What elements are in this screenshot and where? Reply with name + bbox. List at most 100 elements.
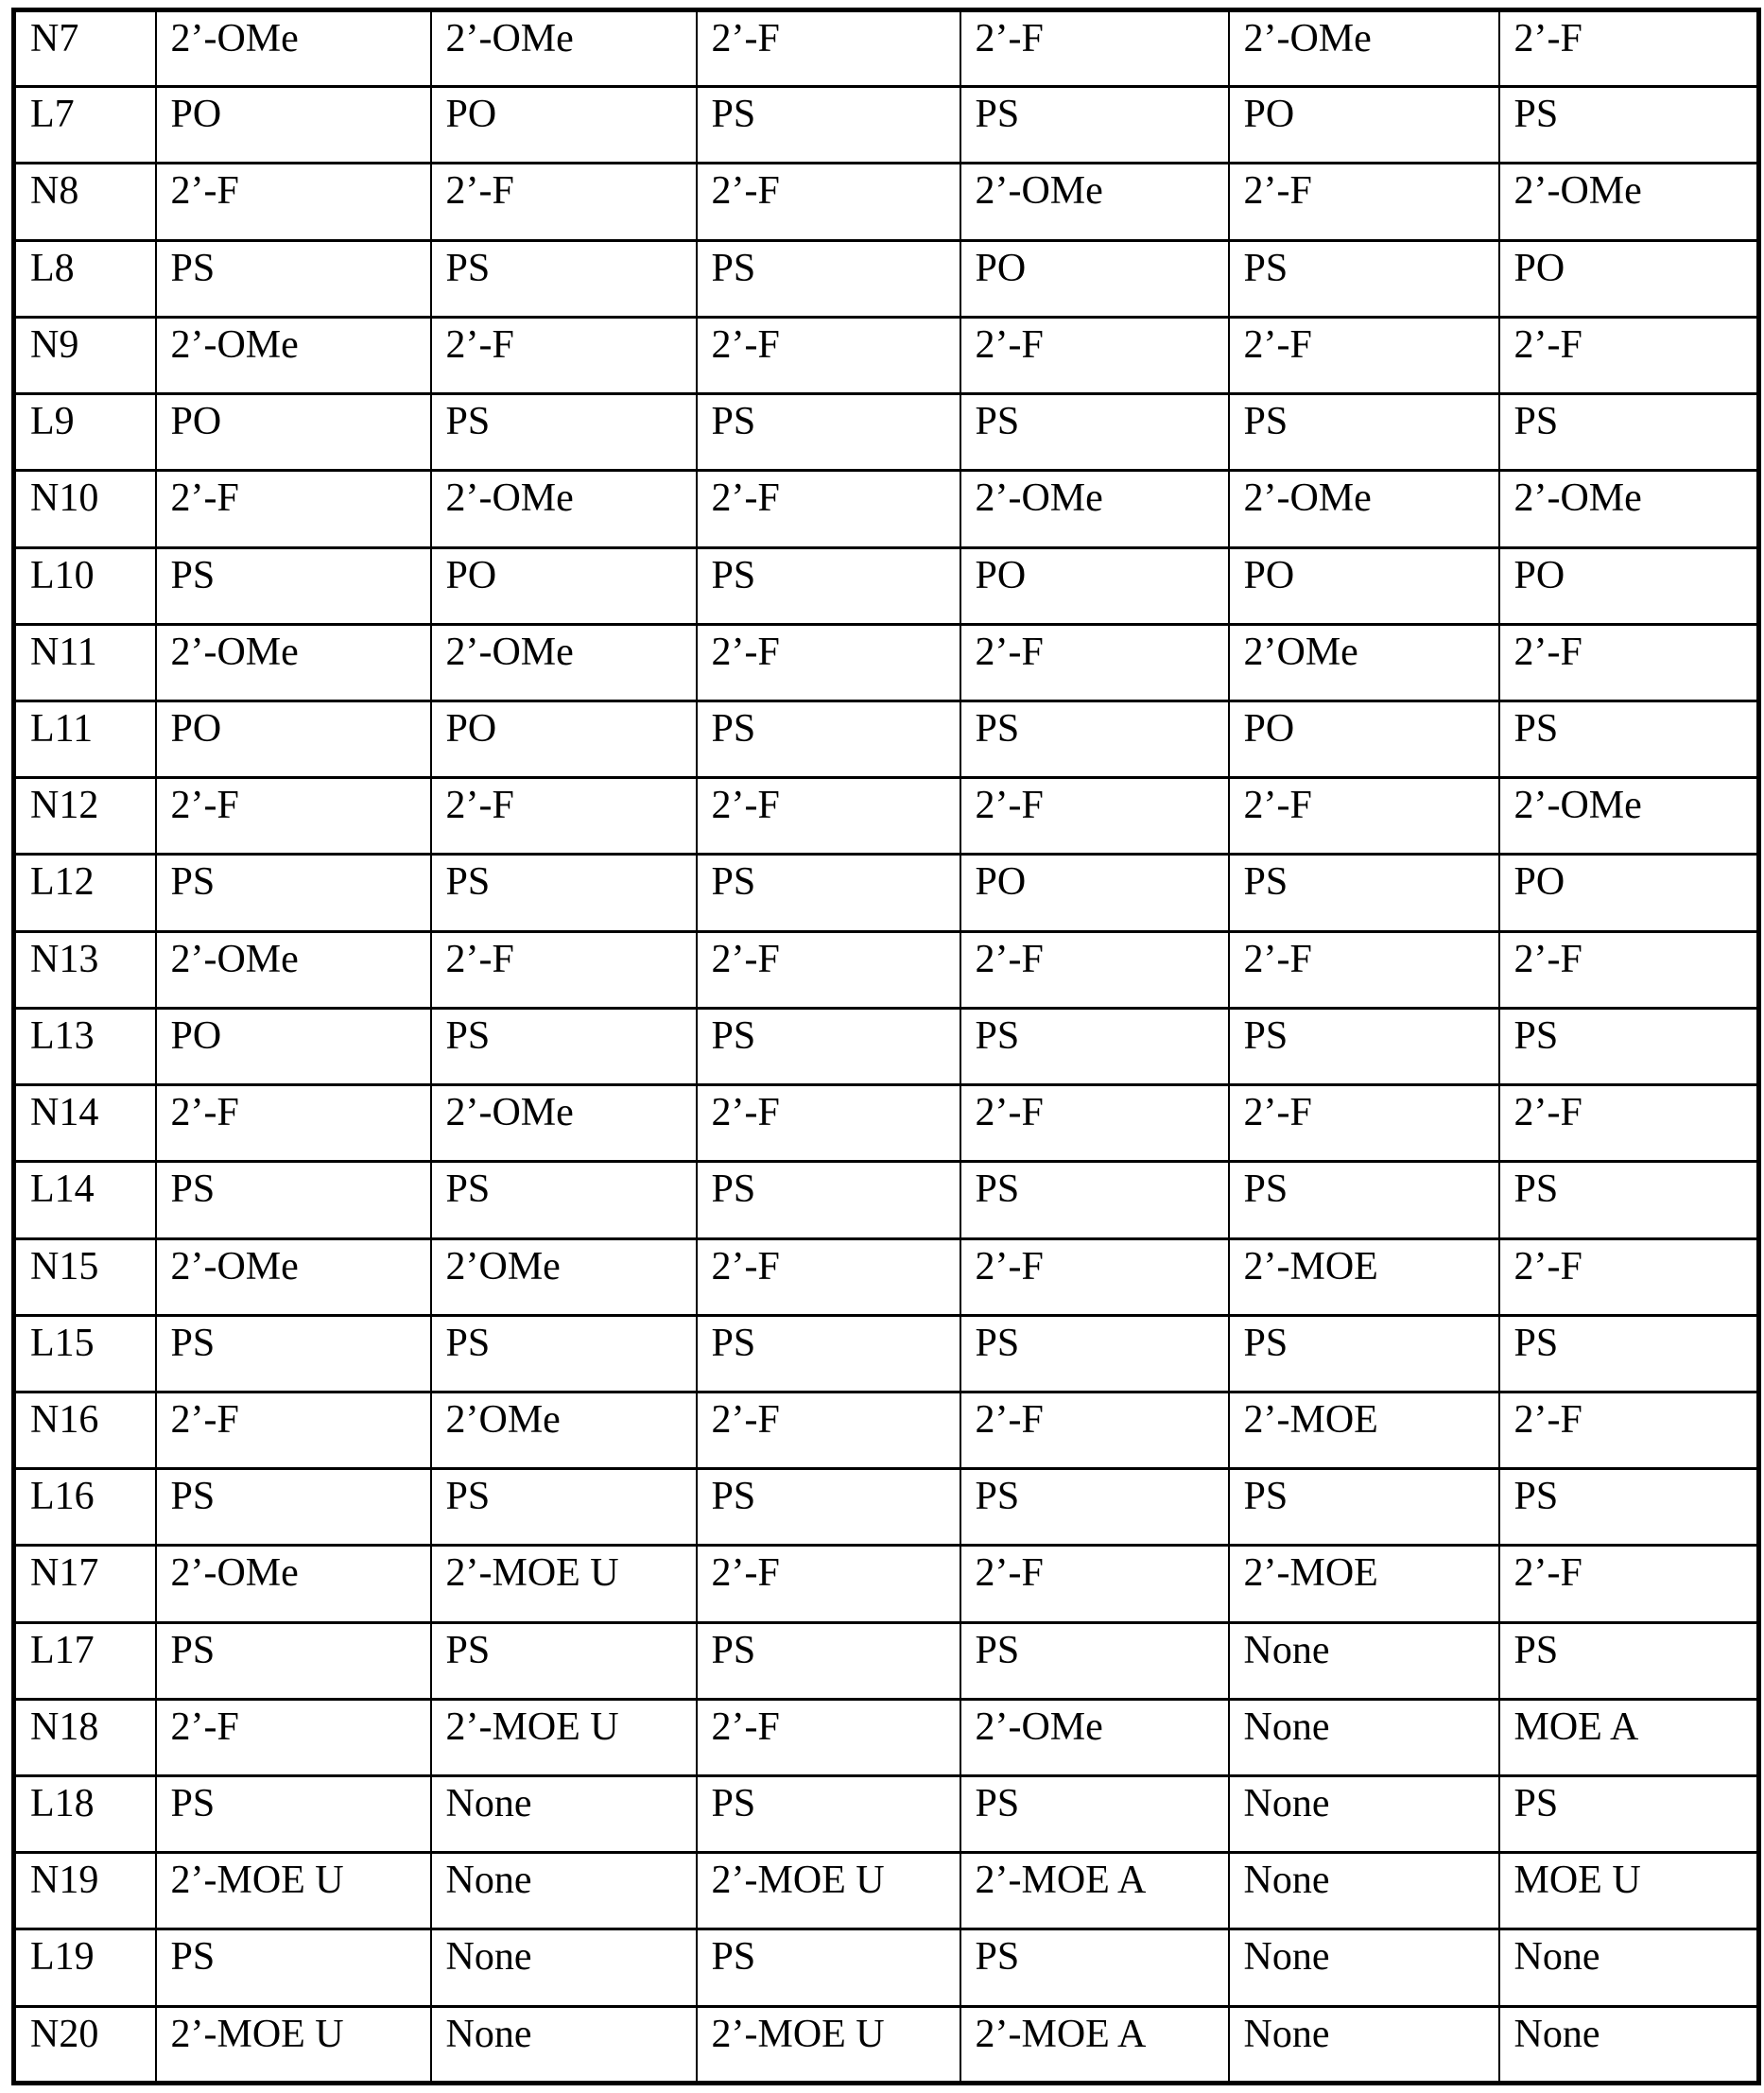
table-cell: 2’-F: [1227, 162, 1500, 242]
table-cell: PO: [959, 545, 1230, 626]
table-cell: PS: [154, 1928, 432, 2008]
table-cell: 2’-MOE A: [959, 1851, 1230, 1931]
table-cell: 2’-OMe: [959, 162, 1230, 242]
table-cell: 2’-OMe: [1497, 776, 1760, 856]
table-cell: PS: [959, 392, 1230, 473]
table-cell: PS: [429, 1160, 698, 1240]
table-cell: 2’-F: [154, 1083, 432, 1164]
row-label-cell: N11: [12, 622, 157, 702]
table-cell: 2’-OMe: [154, 1237, 432, 1317]
table-cell: PS: [959, 1467, 1230, 1548]
table-cell: PS: [695, 1928, 961, 2008]
table-cell: MOE U: [1497, 1851, 1760, 1931]
table-row: N20 2’-MOE U None 2’-MOE U 2’-MOE A None None: [12, 2004, 1760, 2085]
table-cell: 2’-F: [1497, 315, 1760, 396]
table-cell: 2’-OMe: [429, 1083, 698, 1164]
table-cell: PS: [959, 1006, 1230, 1087]
table-cell: 2’-F: [695, 1083, 961, 1164]
table-cell: 2’-F: [959, 315, 1230, 396]
table-row: N15 2’-OMe 2’OMe 2’-F 2’-F 2’-MOE 2’-F: [12, 1237, 1760, 1317]
table-cell: 2’-F: [959, 929, 1230, 1010]
table-cell: 2’-F: [959, 1544, 1230, 1624]
table-cell: None: [1227, 1928, 1500, 2008]
table-cell: PS: [959, 1928, 1230, 2008]
table-cell: 2’-F: [429, 776, 698, 856]
table-cell: 2’-F: [695, 622, 961, 702]
row-label-cell: N12: [12, 776, 157, 856]
table-cell: PS: [959, 1160, 1230, 1240]
table-cell: PS: [695, 1620, 961, 1701]
table-cell: 2’-OMe: [154, 8, 432, 89]
table-cell: PS: [695, 699, 961, 780]
table-cell: PS: [429, 1313, 698, 1393]
table-cell: 2’-F: [695, 1390, 961, 1471]
table-row: L12 PS PS PS PO PS PO: [12, 853, 1760, 933]
row-label-cell: L15: [12, 1313, 157, 1393]
modification-table: N7 2’-OMe 2’-OMe 2’-F 2’-F 2’-OMe 2’-F L7 PO PO PS…: [11, 8, 1761, 2085]
table-cell: 2’-OMe: [154, 929, 432, 1010]
row-label-cell: N8: [12, 162, 157, 242]
table-cell: 2’-F: [695, 929, 961, 1010]
table-cell: 2’-OMe: [1227, 469, 1500, 549]
table-row: L9 PO PS PS PS PS PS: [12, 392, 1760, 473]
table-cell: 2’-F: [695, 776, 961, 856]
table-row: L16 PS PS PS PS PS PS: [12, 1467, 1760, 1548]
table-cell: PO: [429, 545, 698, 626]
table-cell: PS: [1227, 1160, 1500, 1240]
table-cell: 2’-F: [154, 1697, 432, 1778]
table-cell: PO: [1227, 699, 1500, 780]
table-cell: PS: [154, 238, 432, 319]
row-label-cell: N7: [12, 8, 157, 89]
table-cell: 2’-MOE U: [429, 1697, 698, 1778]
table-cell: PO: [959, 853, 1230, 933]
table-cell: PS: [1497, 699, 1760, 780]
table-row: N8 2’-F 2’-F 2’-F 2’-OMe 2’-F 2’-OMe: [12, 162, 1760, 242]
table-cell: 2’-MOE: [1227, 1237, 1500, 1317]
row-label-cell: L14: [12, 1160, 157, 1240]
table-cell: 2’-OMe: [154, 1544, 432, 1624]
row-label-cell: N10: [12, 469, 157, 549]
table-cell: PO: [429, 85, 698, 165]
table-cell: PS: [959, 1620, 1230, 1701]
table-cell: PS: [695, 1006, 961, 1087]
table-cell: 2’-F: [1497, 1544, 1760, 1624]
table-cell: PO: [154, 1006, 432, 1087]
table-cell: PS: [429, 1006, 698, 1087]
table-cell: 2’-F: [695, 1544, 961, 1624]
row-label-cell: L7: [12, 85, 157, 165]
table-cell: None: [429, 2004, 698, 2085]
table-cell: PO: [959, 238, 1230, 319]
row-label-cell: L9: [12, 392, 157, 473]
table-row: N18 2’-F 2’-MOE U 2’-F 2’-OMe None MOE A: [12, 1697, 1760, 1778]
table-cell: PS: [154, 1160, 432, 1240]
row-label-cell: N13: [12, 929, 157, 1010]
table-cell: 2’-OMe: [1497, 469, 1760, 549]
table-cell: PS: [695, 853, 961, 933]
table-cell: PS: [429, 1620, 698, 1701]
table-cell: 2’OMe: [1227, 622, 1500, 702]
table-cell: PS: [429, 1467, 698, 1548]
table-cell: PS: [959, 1774, 1230, 1855]
row-label-cell: N9: [12, 315, 157, 396]
table-cell: 2’-MOE U: [695, 1851, 961, 1931]
table-cell: 2’-OMe: [429, 469, 698, 549]
table-cell: 2’-F: [959, 8, 1230, 89]
table-cell: 2’-MOE: [1227, 1544, 1500, 1624]
table-row: N7 2’-OMe 2’-OMe 2’-F 2’-F 2’-OMe 2’-F: [12, 8, 1760, 89]
row-label-cell: N14: [12, 1083, 157, 1164]
table-row: L7 PO PO PS PS PO PS: [12, 85, 1760, 165]
table-cell: 2’-MOE U: [429, 1544, 698, 1624]
table-cell: PS: [695, 392, 961, 473]
table-cell: PS: [429, 238, 698, 319]
table-row: N10 2’-F 2’-OMe 2’-F 2’-OMe 2’-OMe 2’-OMe: [12, 469, 1760, 549]
row-label-cell: N18: [12, 1697, 157, 1778]
table-row: N13 2’-OMe 2’-F 2’-F 2’-F 2’-F 2’-F: [12, 929, 1760, 1010]
table-cell: PS: [695, 85, 961, 165]
table-cell: 2’-F: [1227, 1083, 1500, 1164]
table-cell: 2’-F: [959, 1237, 1230, 1317]
table-row: N12 2’-F 2’-F 2’-F 2’-F 2’-F 2’-OMe: [12, 776, 1760, 856]
table-cell: 2’-F: [695, 1237, 961, 1317]
row-label-cell: L10: [12, 545, 157, 626]
table-cell: PO: [1497, 238, 1760, 319]
table-row: L8 PS PS PS PO PS PO: [12, 238, 1760, 319]
